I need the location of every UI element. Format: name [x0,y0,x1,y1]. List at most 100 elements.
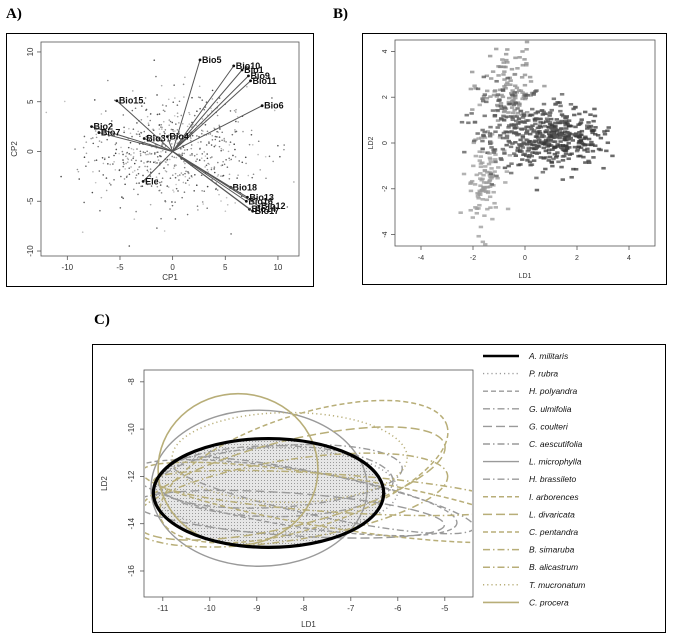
a-point [112,163,114,165]
a-plot-box [40,41,300,257]
b-point [535,111,540,114]
a-point [186,125,189,128]
b-point [543,130,548,133]
a-point [206,185,209,188]
b-point [471,164,476,168]
a-point [94,130,97,132]
a-point [154,162,157,164]
a-point [188,177,191,179]
c-ellipse-l-microphylla [150,409,368,567]
a-point [120,146,122,149]
a-point [195,160,197,163]
b-point [525,125,530,129]
a-point [210,107,212,110]
a-point [99,209,101,212]
a-point [178,132,181,135]
b-point [500,136,506,140]
b-point [510,89,515,92]
b-point [485,171,490,174]
a-point [230,233,232,235]
a-point [205,144,208,146]
a-point [186,213,189,216]
a-x-tick-label: 0 [170,263,175,272]
b-point [526,140,532,143]
a-vector-label: Bio12 [261,201,286,211]
a-point [108,182,111,185]
a-point [132,171,134,173]
a-point [160,138,163,141]
b-point [488,125,493,129]
a-point [213,166,216,168]
a-point [126,157,129,160]
a-point [139,152,142,155]
a-point [133,162,136,165]
b-point [573,134,579,138]
b-point [574,149,580,153]
b-point [566,141,571,145]
a-vector-bio17 [172,151,253,212]
a-point [123,163,125,165]
a-point [183,96,185,98]
b-point [564,121,569,125]
b-point [586,137,592,141]
a-point [127,146,130,149]
panel-c-tag: C) [94,312,110,328]
a-point [135,159,137,162]
b-point [485,207,490,211]
b-point [566,157,571,161]
a-point [122,197,125,200]
a-point [214,144,217,147]
a-point [122,153,124,156]
b-point [557,136,562,140]
a-point [190,144,193,146]
b-point [493,158,498,161]
a-point [250,129,253,132]
b-point [577,122,583,126]
a-point [124,183,126,186]
b-point [502,109,507,112]
b-point [487,156,493,160]
b-point [520,134,526,137]
a-point [100,113,103,115]
a-point [228,173,231,176]
b-point [515,107,520,110]
b-point [488,95,493,98]
a-point [233,109,236,112]
b-point [506,96,512,100]
b-point [553,156,559,159]
a-point [91,191,94,194]
a-point [130,154,132,156]
b-point [484,100,489,104]
b-point [498,65,504,69]
a-point [210,168,213,171]
b-point [482,93,488,96]
c-ellipse-a-militaris [151,436,386,549]
b-point [494,47,499,51]
a-point [169,120,172,123]
a-point [181,196,183,199]
b-point [554,135,559,139]
a-point [128,153,131,155]
a-point [126,151,128,154]
b-point [509,106,515,109]
b-point [553,102,558,106]
a-point [202,130,204,132]
b-point [506,164,511,168]
b-point [487,178,493,182]
a-point [174,172,177,175]
a-point [126,161,129,163]
a-point [206,153,208,155]
panel-b-frame: -4 -2 0 2 4 -4 -2 0 2 4 LD1 LD2 [362,33,667,285]
b-point [562,133,567,137]
b-point [537,124,543,128]
a-point [234,129,236,131]
b-point [481,181,487,184]
b-point [516,163,521,167]
b-point [470,108,475,111]
a-point [114,143,117,146]
b-point [499,107,504,110]
a-point [160,128,163,130]
lda-scatter: -4 -2 0 2 4 -4 -2 0 2 4 LD1 LD2 [368,39,656,280]
b-point [507,141,512,144]
b-point [589,140,594,144]
